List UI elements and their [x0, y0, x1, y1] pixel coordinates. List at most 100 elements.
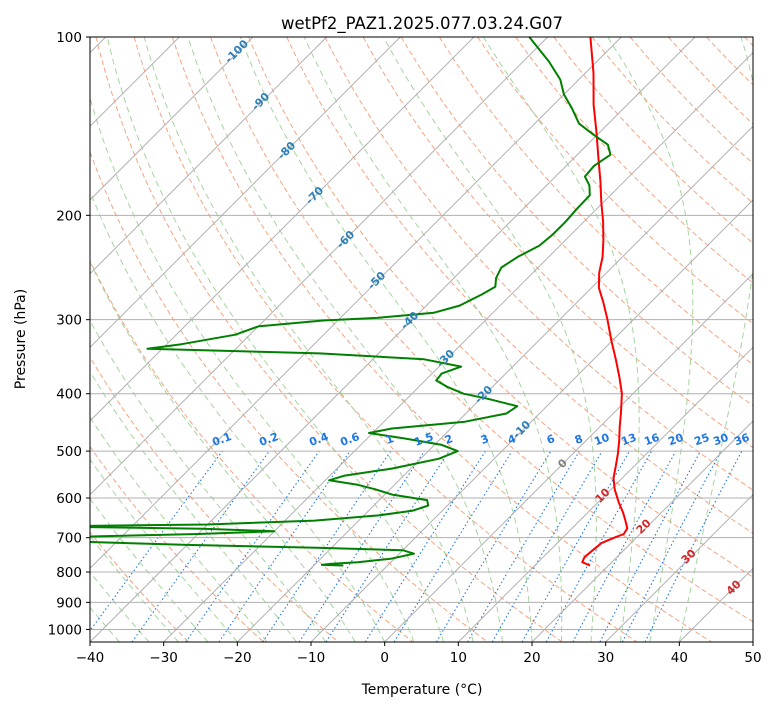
mixing-ratio-line [325, 450, 450, 642]
moist-adiabat-line [303, 37, 563, 642]
mixing-ratio-label: 16 [642, 431, 661, 449]
mixing-ratio-label: 6 [545, 432, 557, 447]
moist-adiabat-line [143, 37, 474, 642]
mixing-ratio-line [572, 450, 677, 642]
x-tick-label: 20 [523, 650, 540, 666]
dry-adiabat-line [706, 37, 753, 86]
isotherm-line [90, 37, 475, 422]
plot-area: -100-90-80-70-60-50-40-30-20-10010203040… [90, 37, 753, 642]
dry-adiabat-label: -20 [472, 383, 495, 406]
isotherm-line [163, 51, 753, 642]
moist-adiabat-line [90, 189, 386, 642]
dry-adiabat-line [90, 356, 339, 642]
moist-adiabat-line [482, 37, 640, 642]
mixing-ratio-label: 0.6 [338, 430, 361, 449]
x-tick-label: 30 [597, 650, 614, 666]
x-tick-label: −20 [223, 650, 252, 666]
x-tick-label: −30 [149, 650, 178, 666]
x-tick-label: 0 [380, 650, 389, 666]
dry-adiabat-label: -90 [249, 90, 272, 113]
mixing-ratio-line [131, 450, 270, 642]
mixing-ratio-label: 1 [384, 432, 396, 447]
y-tick-label: 800 [56, 565, 82, 581]
x-tick-label: 50 [744, 650, 761, 666]
x-tick-label: 10 [450, 650, 467, 666]
moist-adiabat-line [90, 260, 356, 642]
y-axis-label: Pressure (hPa) [13, 289, 29, 389]
moist-adiabat-line [383, 37, 597, 642]
moist-adiabat-line [607, 37, 694, 642]
mixing-ratio-label: 10 [592, 431, 611, 449]
dewpoint-profile-line [90, 37, 612, 567]
moist-adiabat-line [90, 319, 327, 642]
mixing-ratio-label: 30 [711, 431, 730, 449]
y-tick-label: 600 [56, 491, 82, 507]
isotherm-line [90, 37, 254, 201]
moist-adiabat-line [90, 370, 297, 642]
moist-adiabat-line [90, 497, 209, 642]
y-tick-label: 100 [56, 30, 82, 46]
mixing-ratio-line [644, 450, 743, 642]
dry-adiabat-label: -30 [434, 347, 457, 370]
dry-adiabat-label: -50 [365, 269, 388, 292]
dry-adiabat-line [248, 37, 753, 578]
mixing-ratio-line [545, 450, 653, 642]
dry-adiabat-label: -40 [398, 309, 421, 332]
y-tick-label: 400 [56, 387, 82, 403]
moist-adiabat-line [90, 535, 179, 642]
x-axis-label: Temperature (°C) [361, 682, 483, 698]
dry-adiabat-line [90, 150, 488, 642]
mixing-ratio-label: 8 [573, 432, 585, 447]
mixing-ratio-label: 25 [692, 431, 711, 448]
mixing-ratio-line [185, 450, 320, 642]
dry-adiabat-line [133, 37, 638, 642]
isotherm-line [90, 37, 328, 275]
mixing-ratio-line [393, 450, 513, 642]
dry-adiabat-line [90, 445, 264, 642]
moist-adiabat-line [187, 37, 503, 642]
dry-adiabat-line [438, 37, 753, 366]
dry-adiabat-line [362, 37, 753, 449]
moist-adiabat-line [678, 37, 753, 642]
isotherm-line [384, 272, 753, 642]
isotherm-line [90, 37, 401, 349]
dry-adiabat-line [95, 37, 563, 642]
mixing-ratio-label: 36 [732, 431, 751, 449]
isotherm-line [90, 37, 696, 642]
mixing-ratio-label: 4 [506, 432, 518, 447]
moist-adiabat-line [239, 37, 533, 642]
mixing-ratio-line [521, 450, 630, 642]
moist-adiabat-line [90, 416, 268, 642]
moist-adiabat-line [90, 458, 238, 642]
mixing-ratio-label: 13 [619, 431, 638, 448]
isotherm-line [752, 641, 753, 642]
plot-frame [89, 36, 754, 643]
mixing-ratio-line [262, 450, 392, 642]
dry-adiabat-line [286, 37, 753, 534]
x-tick-label: −10 [297, 650, 326, 666]
chart-title: wetPf2_PAZ1.2025.077.03.24.G07 [281, 14, 563, 34]
x-tick-label: −40 [76, 650, 105, 666]
dry-adiabat-line [90, 259, 414, 642]
mixing-ratio-line [90, 450, 223, 632]
isotherm-line [531, 420, 753, 642]
isotherm-line [310, 199, 753, 642]
isotherm-line [90, 37, 549, 496]
isotherm-line [605, 493, 753, 642]
dry-adiabat-label: -100 [222, 37, 251, 66]
isotherm-line [236, 125, 753, 642]
dry-adiabat-line [400, 37, 753, 407]
mixing-ratio-label: 1.5 [412, 430, 435, 449]
dry-adiabat-line [744, 37, 753, 47]
y-tick-label: 300 [56, 313, 82, 329]
moist-adiabat-label: 20 [634, 516, 654, 536]
dry-adiabat-line [553, 37, 753, 244]
temperature-profile-line [581, 37, 629, 567]
mixing-ratio-label: 3 [479, 432, 491, 447]
dry-adiabat-line [171, 37, 712, 642]
mixing-ratio-line [218, 450, 351, 642]
dry-adiabat-line [629, 37, 753, 165]
mixing-ratio-line [599, 450, 701, 642]
mixing-ratio-line [298, 450, 425, 642]
